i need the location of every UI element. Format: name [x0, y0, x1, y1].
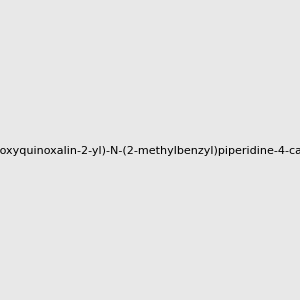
Text: 1-(3-methoxyquinoxalin-2-yl)-N-(2-methylbenzyl)piperidine-4-carboxamide: 1-(3-methoxyquinoxalin-2-yl)-N-(2-methyl…: [0, 146, 300, 157]
